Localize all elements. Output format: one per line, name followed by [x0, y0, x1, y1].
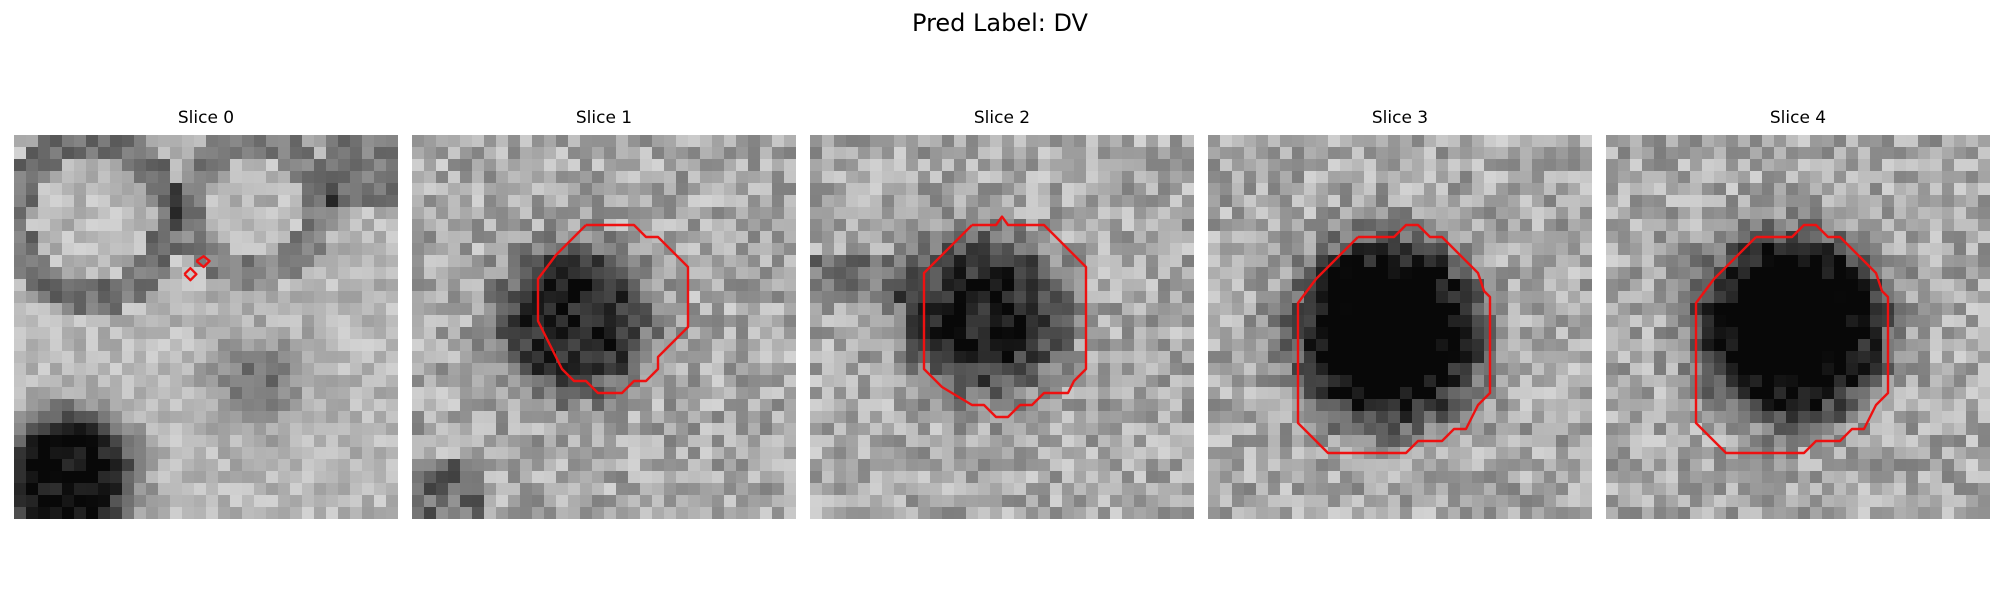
figure-title: Pred Label: DV — [912, 9, 1088, 37]
slice-title: Slice 3 — [1371, 108, 1429, 128]
slice-image — [1208, 135, 1592, 519]
slice-title: Slice 4 — [1769, 108, 1827, 128]
mask-contour — [1296, 223, 1492, 455]
slice-title: Slice 2 — [973, 108, 1031, 128]
pixel-grid — [14, 135, 398, 519]
slice-image — [14, 135, 398, 519]
mask-contour — [536, 223, 690, 395]
slice-image — [412, 135, 796, 519]
pixel-grid — [1208, 135, 1592, 519]
slice-image — [810, 135, 1194, 519]
pixel-grid — [810, 135, 1194, 519]
mask-contour — [183, 267, 198, 282]
slice-title: Slice 1 — [575, 108, 633, 128]
pixel-grid — [412, 135, 796, 519]
mask-contour — [1694, 223, 1890, 455]
mask-contour — [195, 255, 211, 269]
pixel-grid — [1606, 135, 1990, 519]
slice-image — [1606, 135, 1990, 519]
mask-contour — [922, 215, 1088, 419]
slice-title: Slice 0 — [177, 108, 235, 128]
